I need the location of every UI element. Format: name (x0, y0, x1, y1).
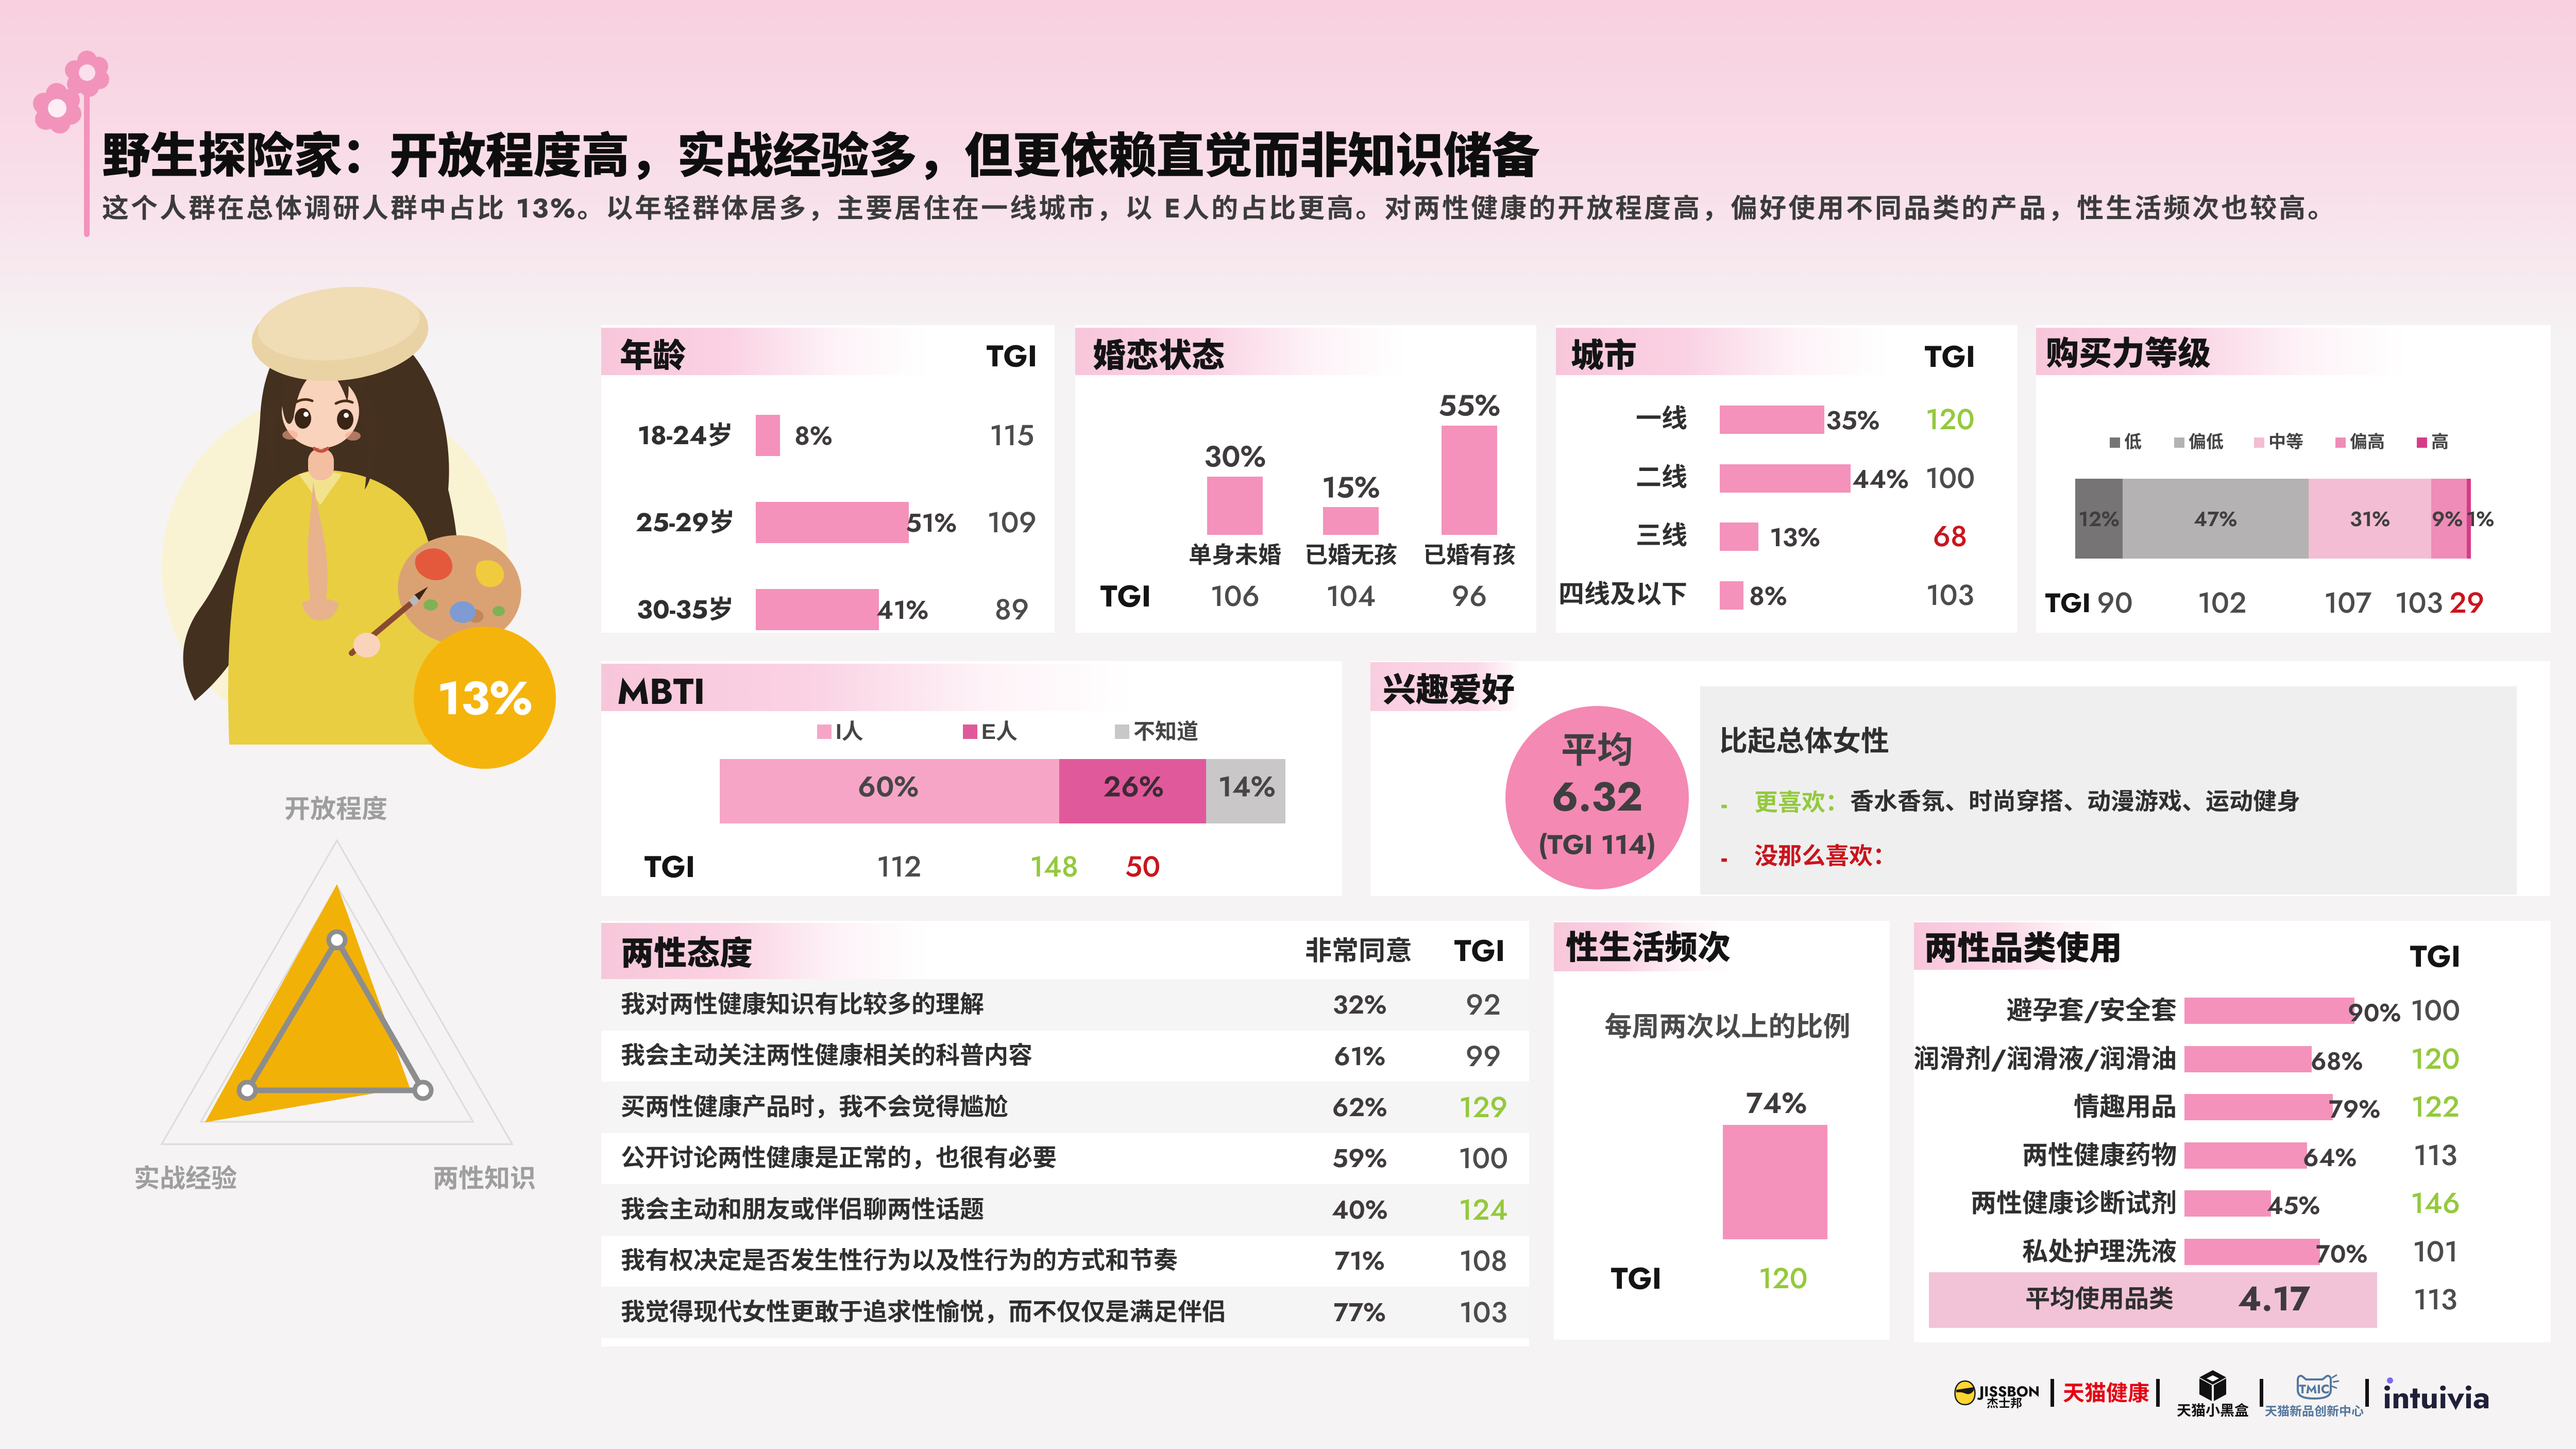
svg-text:TMIC: TMIC (2299, 1380, 2329, 1398)
svg-text:13%: 13% (437, 665, 532, 732)
